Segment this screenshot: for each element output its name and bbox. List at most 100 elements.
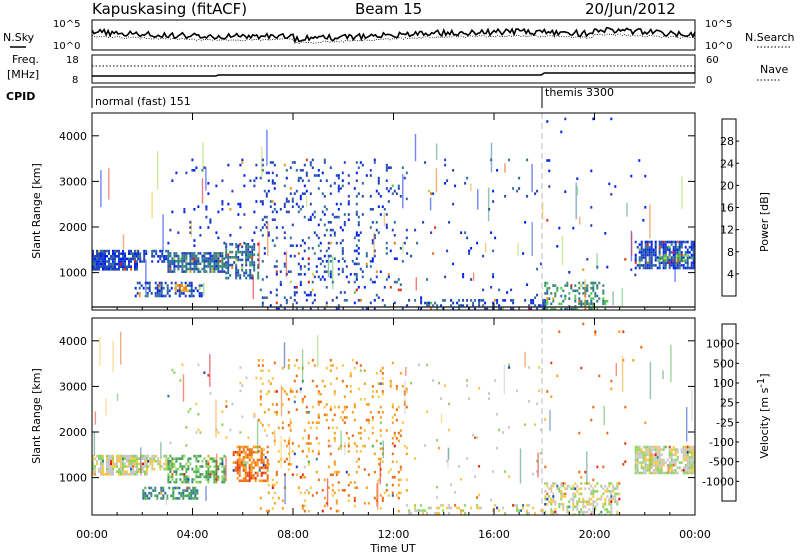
range-cell: [450, 299, 453, 302]
range-cell: [420, 301, 423, 305]
range-cell: [650, 243, 653, 246]
range-cell: [225, 253, 228, 256]
range-cell: [512, 504, 515, 507]
range-cell: [536, 459, 539, 463]
range-cell: [247, 245, 250, 249]
range-cell: [265, 192, 268, 195]
range-streak: [435, 168, 438, 193]
range-cell: [656, 456, 659, 459]
range-cell: [333, 405, 336, 409]
range-cell: [152, 489, 155, 492]
range-cell: [267, 369, 270, 372]
range-cell: [271, 507, 274, 510]
range-streak: [340, 430, 342, 450]
range-cell: [162, 294, 165, 298]
range-cell: [169, 265, 172, 268]
range-cell: [309, 426, 312, 430]
range-cell: [250, 471, 253, 475]
range-cell: [353, 280, 356, 284]
range-cell: [401, 421, 404, 424]
range-cell: [177, 254, 180, 258]
range-cell: [188, 494, 191, 498]
velocity-colorbar-label-sup: -1: [756, 378, 767, 388]
range-cell: [406, 504, 409, 507]
range-cell: [267, 463, 270, 466]
range-cell: [139, 255, 142, 258]
range-cell: [197, 270, 200, 273]
range-cell: [690, 448, 693, 451]
range-cell: [184, 489, 187, 492]
range-cell: [264, 471, 267, 475]
range-cell: [684, 469, 687, 472]
range-cell: [414, 299, 417, 302]
range-cell: [190, 289, 193, 293]
range-cell: [600, 484, 603, 488]
range-cell: [590, 307, 593, 310]
range-cell: [293, 291, 296, 294]
range-cell: [238, 469, 241, 472]
range-cell: [242, 456, 245, 459]
range-cell: [377, 176, 380, 180]
range-cell: [640, 240, 643, 244]
range-cell: [223, 465, 226, 468]
range-cell: [646, 264, 649, 267]
range-cell: [299, 197, 302, 201]
range-cell: [94, 465, 96, 468]
range-cell: [162, 489, 165, 492]
range-cell: [223, 270, 226, 273]
range-cell: [590, 510, 593, 514]
range-cell: [692, 471, 695, 475]
range-cell: [586, 286, 589, 290]
range-cell: [470, 278, 473, 281]
range-cell: [548, 297, 551, 300]
range-cell: [550, 484, 553, 488]
range-cell: [239, 381, 242, 385]
range-cell: [550, 490, 553, 493]
range-cell: [180, 289, 183, 292]
range-cell: [128, 252, 130, 255]
range-cell: [275, 226, 278, 229]
range-cell: [250, 453, 253, 457]
range-cell: [538, 366, 541, 369]
range-cell: [379, 447, 382, 450]
range-cell: [183, 465, 186, 468]
range-cell: [690, 243, 693, 246]
range-cell: [181, 467, 184, 471]
range-cell: [610, 497, 613, 501]
range-cell: [682, 450, 685, 454]
range-cell: [247, 274, 250, 277]
range-cell: [403, 176, 406, 180]
range-cell: [480, 299, 483, 302]
range-cell: [185, 444, 188, 447]
range-cell: [171, 462, 174, 466]
range-cell: [259, 176, 262, 180]
range-cell: [592, 284, 595, 287]
range-cell: [239, 276, 242, 280]
range-cell: [574, 297, 577, 300]
range-cell: [672, 458, 675, 462]
range-cell: [199, 431, 202, 434]
range-cell: [548, 169, 551, 173]
range-cell: [418, 363, 421, 367]
range-cell: [180, 491, 183, 495]
range-cell: [209, 473, 212, 476]
range-cell: [650, 458, 653, 462]
range-cell: [385, 241, 388, 245]
range-cell: [106, 467, 108, 471]
range-cell: [528, 504, 531, 507]
range-cell: [679, 257, 682, 260]
range-cell: [325, 208, 328, 211]
range-cell: [648, 240, 651, 244]
range-cell: [116, 470, 118, 473]
range-cell: [365, 262, 368, 266]
range-cell: [185, 426, 188, 429]
range-cell: [389, 166, 392, 169]
range-cell: [307, 267, 310, 271]
range-cell: [654, 469, 657, 472]
range-cell: [333, 437, 336, 440]
range-cell: [168, 486, 171, 490]
range-cell: [191, 267, 194, 271]
range-cell: [644, 243, 647, 246]
range-cell: [193, 470, 196, 473]
range-cell: [234, 469, 237, 472]
